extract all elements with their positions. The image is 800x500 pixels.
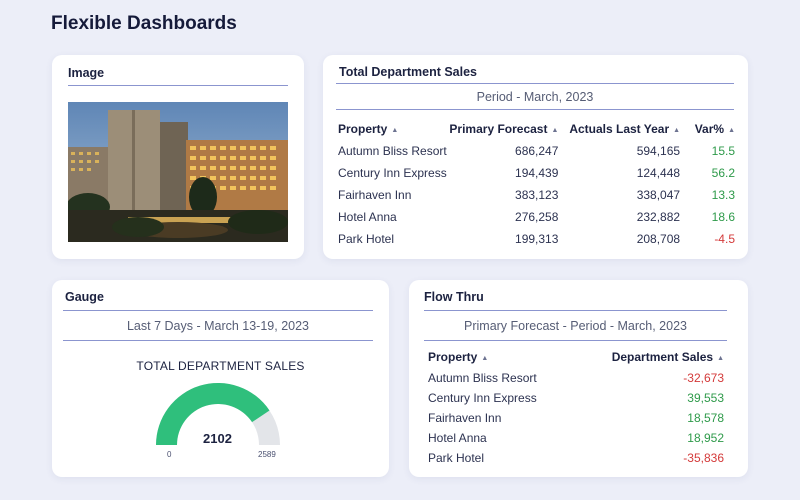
column-header-actuals-last-year[interactable]: Actuals Last Year ▲ (569, 122, 681, 136)
sales-table: Property ▲ Primary Forecast ▲ Actuals Last… (338, 118, 735, 250)
actuals-cell: 208,708 (636, 232, 681, 246)
column-header-var-pct[interactable]: Var% ▲ (694, 122, 735, 136)
sort-up-icon: ▲ (728, 127, 735, 134)
table-row: Fairhaven Inn 18,578 (428, 408, 724, 428)
table-row: Autumn Bliss Resort -32,673 (428, 368, 724, 388)
sales-table-header: Property ▲ Primary Forecast ▲ Actuals Last… (338, 118, 735, 140)
flow-card-divider-top (424, 310, 727, 311)
flow-period: Primary Forecast - Period - March, 2023 (464, 319, 687, 333)
actuals-cell: 594,165 (636, 144, 681, 158)
forecast-cell: 194,439 (515, 166, 559, 180)
gauge-fill (156, 383, 270, 445)
forecast-cell: 686,247 (515, 144, 559, 158)
var-cell: -4.5 (714, 232, 735, 246)
gauge-min-label: 0 (167, 450, 172, 459)
actuals-cell: 124,448 (636, 166, 681, 180)
column-header-property[interactable]: Property ▲ (428, 350, 489, 364)
sales-card-title: Total Department Sales (339, 65, 478, 79)
actuals-cell: 338,047 (636, 188, 681, 202)
sort-up-icon: ▲ (481, 355, 489, 362)
table-row: Hotel Anna 18,952 (428, 428, 724, 448)
gauge-chart (156, 383, 280, 445)
column-header-property[interactable]: Property ▲ (338, 122, 399, 136)
forecast-cell: 276,258 (515, 210, 559, 224)
gauge-period: Last 7 Days - March 13-19, 2023 (126, 319, 310, 333)
property-cell: Autumn Bliss Resort (428, 371, 537, 385)
var-cell: 13.3 (711, 188, 735, 202)
gauge-value: 2102 (203, 431, 232, 446)
property-cell: Century Inn Express (338, 166, 447, 180)
property-cell: Park Hotel (428, 451, 485, 465)
table-row: Century Inn Express 194,439 124,448 56.2 (338, 162, 735, 184)
property-cell: Fairhaven Inn (338, 188, 412, 202)
flow-table: Property ▲ Department Sales ▲ Autumn Bliss… (428, 346, 724, 468)
sales-card-divider-top (336, 83, 734, 84)
page-title: Flexible Dashboards (51, 13, 237, 34)
gauge-max-label: 2589 (258, 450, 276, 459)
image-card-divider (68, 85, 288, 86)
sales-cell: -32,673 (683, 371, 724, 385)
table-row: Century Inn Express 39,553 (428, 388, 724, 408)
gauge-heading: TOTAL DEPARTMENT SALES (136, 359, 305, 373)
image-card-title: Image (68, 66, 105, 80)
table-row: Hotel Anna 276,258 232,882 18.6 (338, 206, 735, 228)
table-row: Fairhaven Inn 383,123 338,047 13.3 (338, 184, 735, 206)
gauge-card-divider-top (63, 310, 373, 311)
sort-up-icon: ▲ (391, 127, 399, 134)
flow-table-header: Property ▲ Department Sales ▲ (428, 346, 724, 368)
sort-up-icon: ▲ (551, 127, 559, 134)
gauge-card-title: Gauge (65, 290, 104, 304)
var-cell: 15.5 (711, 144, 735, 158)
forecast-cell: 383,123 (515, 188, 559, 202)
image-card: Image (52, 55, 304, 259)
property-cell: Park Hotel (338, 232, 395, 246)
column-header-primary-forecast[interactable]: Primary Forecast ▲ (449, 122, 559, 136)
sort-up-icon: ▲ (673, 127, 681, 134)
flow-card-divider-bottom (424, 340, 727, 341)
sales-cell: 18,952 (687, 431, 724, 445)
gauge-card-divider-bottom (63, 340, 373, 341)
property-cell: Hotel Anna (338, 210, 397, 224)
gauge-card: Gauge Last 7 Days - March 13-19, 2023 TO… (52, 280, 389, 477)
hotel-photo (68, 102, 288, 242)
property-cell: Autumn Bliss Resort (338, 144, 447, 158)
flow-card: Flow Thru Primary Forecast - Period - Ma… (409, 280, 748, 477)
flow-card-title: Flow Thru (424, 290, 484, 304)
property-cell: Fairhaven Inn (428, 411, 502, 425)
column-header-department-sales[interactable]: Department Sales ▲ (611, 350, 724, 364)
sort-up-icon: ▲ (717, 355, 724, 362)
sales-period: Period - March, 2023 (476, 90, 594, 104)
table-row: Park Hotel 199,313 208,708 -4.5 (338, 228, 735, 250)
forecast-cell: 199,313 (515, 232, 559, 246)
table-row: Park Hotel -35,836 (428, 448, 724, 468)
sales-cell: 18,578 (687, 411, 724, 425)
table-row: Autumn Bliss Resort 686,247 594,165 15.5 (338, 140, 735, 162)
sales-card: Total Department Sales Period - March, 2… (323, 55, 748, 259)
var-cell: 18.6 (711, 210, 735, 224)
actuals-cell: 232,882 (636, 210, 681, 224)
var-cell: 56.2 (711, 166, 735, 180)
property-cell: Hotel Anna (428, 431, 487, 445)
sales-card-divider-bottom (336, 109, 734, 110)
sales-cell: -35,836 (683, 451, 724, 465)
sales-cell: 39,553 (687, 391, 724, 405)
property-cell: Century Inn Express (428, 391, 537, 405)
